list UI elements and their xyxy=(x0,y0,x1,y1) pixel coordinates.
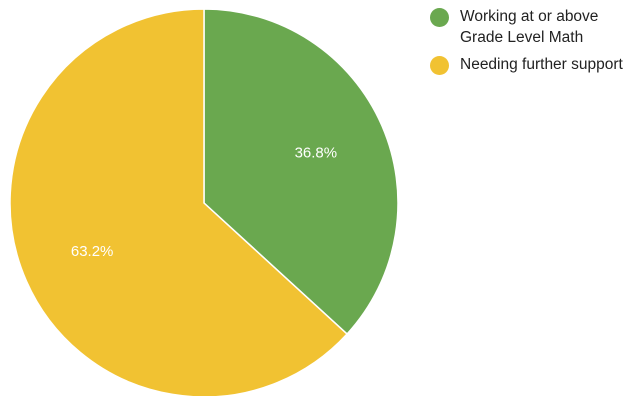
slice-percent-label: 36.8% xyxy=(295,145,338,162)
pie-slices xyxy=(9,8,399,396)
legend-swatch-green xyxy=(430,8,449,27)
legend-item-working-at-grade-level[interactable]: Working at or above Grade Level Math xyxy=(430,6,630,48)
legend-label: Working at or above Grade Level Math xyxy=(460,8,599,46)
pie-slice-needing-support[interactable] xyxy=(9,8,349,396)
legend: Working at or above Grade Level Math Nee… xyxy=(430,6,630,81)
legend-item-needing-support[interactable]: Needing further support xyxy=(430,54,630,75)
slice-percent-label: 63.2% xyxy=(71,243,114,260)
pie-slice-labels: 36.8% 63.2% xyxy=(71,145,337,260)
legend-label: Needing further support xyxy=(460,56,623,73)
pie-slice-working-at-grade-level[interactable] xyxy=(203,8,399,336)
legend-swatch-yellow xyxy=(430,56,449,75)
